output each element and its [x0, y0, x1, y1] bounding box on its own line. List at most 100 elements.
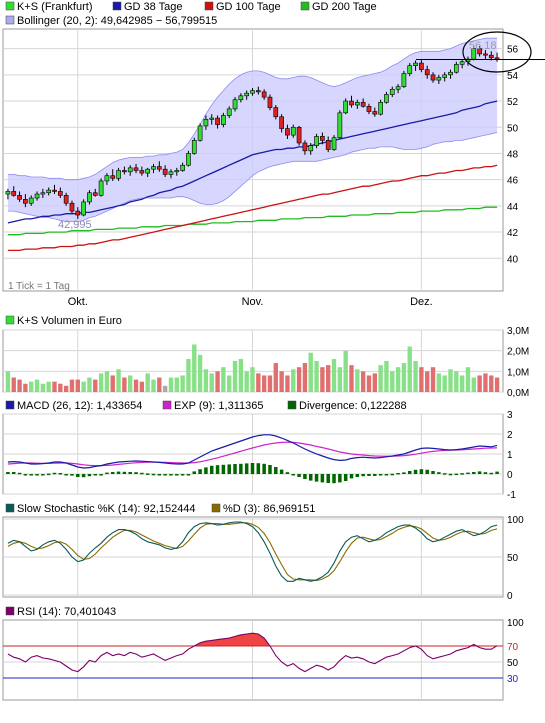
volume-bar	[454, 371, 459, 392]
divergence-bar	[274, 467, 278, 474]
divergence-bar	[250, 463, 255, 474]
divergence-bar	[58, 473, 63, 475]
divergence-bar	[6, 472, 10, 474]
candle-body	[162, 168, 168, 175]
volume-bar	[436, 373, 442, 392]
candle-body	[401, 73, 407, 87]
candle-body	[215, 117, 220, 125]
candle-body	[186, 153, 191, 166]
volume-bar	[23, 383, 28, 392]
divergence-bar	[41, 474, 45, 476]
volume-bar	[180, 375, 185, 392]
exp-line	[7, 441, 498, 467]
candle	[52, 184, 57, 195]
volume-bar	[273, 363, 278, 392]
macd-tick-label-1: 2	[507, 430, 513, 441]
legend-label-stoch-d: %D (3): 86,969151	[223, 503, 315, 515]
candle	[92, 188, 98, 197]
candle-body	[494, 57, 500, 60]
candle	[302, 140, 308, 155]
candle	[139, 166, 145, 176]
candle	[331, 135, 337, 151]
candle-body	[279, 116, 284, 129]
volume-bar	[69, 379, 75, 392]
volume-bar	[395, 367, 401, 392]
candle-body	[17, 195, 22, 200]
volume-bar	[232, 361, 238, 392]
volume-bar	[209, 373, 214, 392]
candle	[419, 59, 424, 73]
candle-body	[389, 88, 395, 95]
divergence-bar	[489, 472, 494, 475]
divergence-bar	[35, 474, 39, 476]
price-tick-label-8: 40	[507, 254, 519, 265]
legend-label-gd200: GD 200 Tage	[312, 1, 377, 13]
volume-bar	[46, 381, 51, 392]
price-tick-label-0: 56	[507, 45, 519, 56]
volume-bar	[366, 375, 372, 392]
volume-bar	[442, 375, 447, 392]
divergence-bar	[175, 474, 179, 476]
gd38-line	[7, 100, 498, 224]
bollinger-band	[7, 38, 498, 222]
divergence-bar	[99, 474, 103, 476]
bollinger-lower-line	[7, 132, 498, 223]
volume-bar	[162, 385, 168, 392]
x-label-0: Okt.	[68, 296, 88, 308]
divergence-bar	[308, 474, 313, 481]
candle-body	[75, 210, 81, 216]
macd-legend: MACD (26, 12): 1,433654 EXP (9): 1,31136…	[5, 400, 407, 412]
divergence-bar	[495, 471, 499, 474]
candle	[197, 123, 203, 142]
gd200-line	[7, 206, 498, 236]
price-legend: K+S (Frankfurt) GD 38 Tage GD 100 Tage G…	[5, 1, 377, 27]
legend-swatch-gd38	[112, 1, 122, 11]
candle	[127, 165, 133, 176]
volume-bar	[98, 373, 104, 392]
candle-body	[453, 64, 459, 73]
volume-bar	[238, 358, 244, 392]
candle-body	[448, 71, 453, 76]
divergence-bar	[105, 472, 109, 475]
candle-body	[477, 48, 482, 55]
divergence-bar	[419, 469, 424, 474]
divergence-bar	[367, 474, 371, 476]
divergence-bar	[483, 472, 488, 474]
candle-body	[110, 175, 116, 179]
divergence-bar	[448, 473, 453, 476]
rsi-line	[7, 632, 498, 673]
volume-bar	[349, 365, 354, 392]
candle-body	[442, 74, 448, 78]
low-label: 42,995	[58, 219, 92, 231]
divergence-bar	[442, 473, 447, 475]
legend-swatch-stoch-d	[211, 503, 221, 513]
high-label: 56,18	[469, 40, 497, 52]
macd-tick-label-0: 3	[507, 410, 513, 421]
candle-body	[354, 102, 360, 106]
candle	[162, 165, 168, 178]
divergence-bar	[402, 472, 406, 474]
volume-bar	[390, 371, 395, 392]
volume-bar	[29, 381, 34, 392]
candle-body	[63, 195, 69, 204]
candle-body	[419, 62, 424, 70]
legend-swatch-gd100	[204, 1, 214, 11]
volume-bar	[494, 377, 500, 392]
candle	[296, 125, 302, 146]
volume-bar	[110, 375, 115, 392]
divergence-bar	[314, 474, 319, 482]
volume-bar	[145, 373, 150, 392]
candle	[238, 93, 244, 103]
candle-body	[145, 168, 151, 174]
x-label-2: Dez.	[410, 296, 433, 308]
candle-body	[34, 193, 40, 199]
candle-body	[81, 201, 86, 216]
volume-tick-label-2: 1,0M	[507, 367, 529, 378]
candle-body	[174, 170, 180, 173]
candle	[98, 178, 104, 197]
candle	[290, 124, 296, 138]
candle	[354, 99, 360, 109]
divergence-bar	[122, 471, 127, 474]
volume-bar	[343, 350, 348, 392]
candle	[28, 195, 34, 206]
